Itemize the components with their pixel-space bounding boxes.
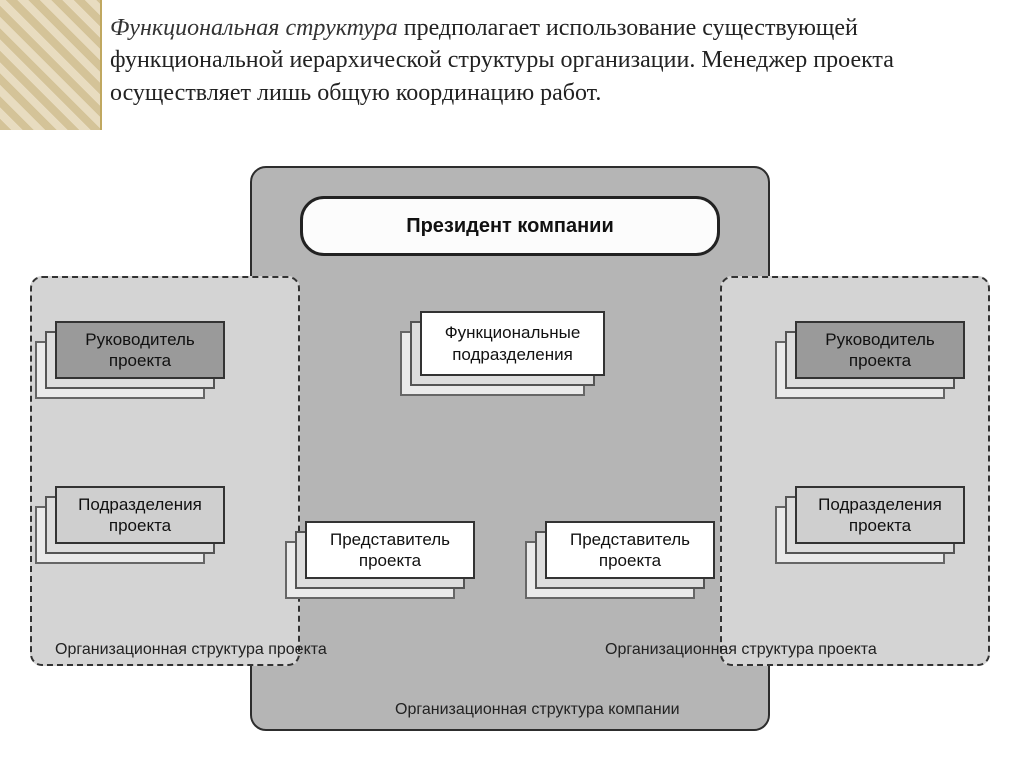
header-region: Функциональная структура предполагает ис… <box>0 0 1024 140</box>
project-head-right: Руководитель проекта <box>795 321 965 379</box>
project-dept-right: Подразделения проекта <box>795 486 965 544</box>
org-structure-diagram: Президент компании Функциональные подраз… <box>0 146 1024 746</box>
caption-company: Организационная структура компании <box>395 701 680 719</box>
project-head-left: Руководитель проекта <box>55 321 225 379</box>
representative-right: Представитель проекта <box>545 521 715 579</box>
functional-dept-box: Функциональные подразделения <box>420 311 605 376</box>
header-emphasis: Функциональная структура <box>110 15 398 41</box>
caption-project-left: Организационная структура проекта <box>55 641 327 659</box>
header-decoration <box>0 0 102 130</box>
project-dept-left: Подразделения проекта <box>55 486 225 544</box>
representative-left: Представитель проекта <box>305 521 475 579</box>
caption-project-right: Организационная структура проекта <box>605 641 877 659</box>
header-text: Функциональная структура предполагает ис… <box>110 12 1004 109</box>
president-box: Президент компании <box>300 196 720 256</box>
